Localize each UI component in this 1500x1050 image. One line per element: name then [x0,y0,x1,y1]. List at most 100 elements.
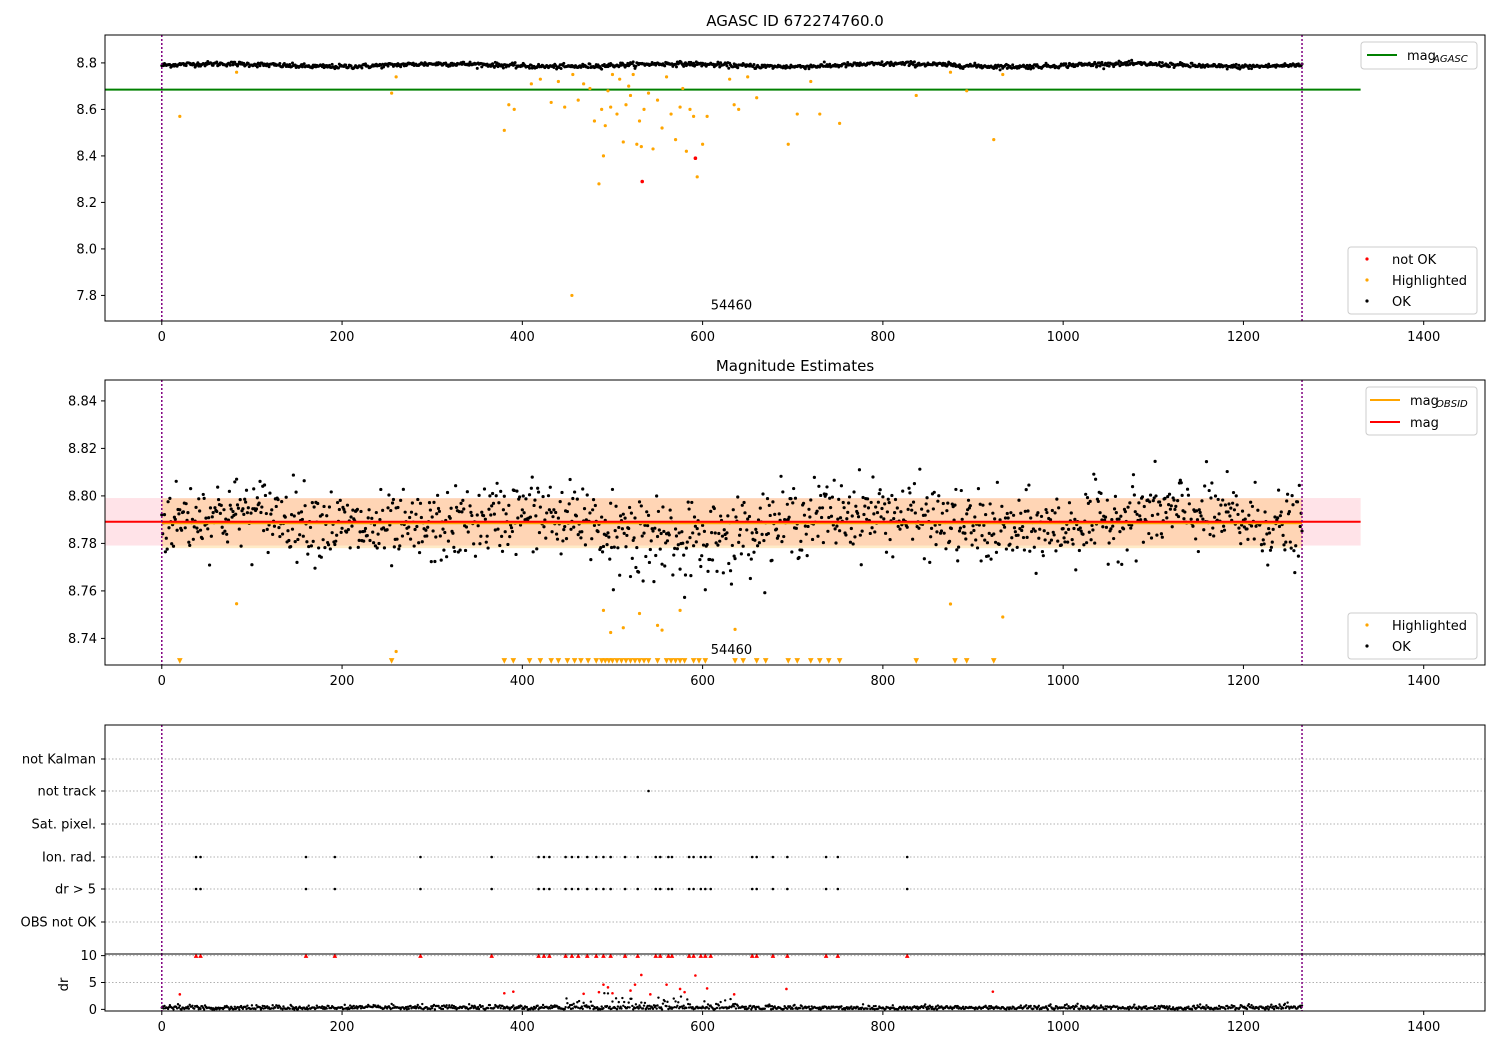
dr-point [988,1005,991,1008]
dr-point [688,1003,692,1006]
dr-point [1019,1004,1022,1007]
ok-point [492,65,496,69]
ok-point [1168,65,1172,69]
highlighted-point [621,626,625,630]
highlighted-point [914,93,918,98]
ok-point [939,529,944,533]
dr-point [355,1005,358,1008]
ok-point [872,512,876,516]
dr-point [589,1000,593,1003]
dr-high-point [611,991,614,995]
dr-point [703,1000,706,1003]
ok-point [1011,548,1015,552]
dr-point [199,1007,202,1011]
dr-point [477,1007,481,1011]
legend-marker [1365,644,1369,648]
ok-point [330,62,334,66]
ok-point [758,506,762,510]
ok-point [817,484,821,488]
ok-point [581,487,585,491]
x-tick-label: 1200 [1227,1020,1260,1035]
ok-point [1098,64,1102,68]
ok-point [631,60,635,64]
ok-point [531,550,535,554]
obsid-label: 54460 [711,643,752,658]
dr-point [1198,1005,1201,1009]
ok-point [835,524,839,528]
ok-point [815,509,819,513]
flag-point [654,855,658,859]
dr-point [281,1008,284,1011]
ok-point [397,547,401,551]
ok-point [1222,528,1227,532]
dr-point [585,1004,588,1007]
dr-point [1184,1008,1187,1011]
ok-point [201,492,205,497]
dr-point [866,1007,869,1011]
legend-label: not OK [1392,253,1437,268]
ok-point [972,528,976,533]
ok-point [799,539,803,543]
ok-point [175,528,179,532]
dr-point [1272,1007,1276,1011]
highlighted-offscale-marker [963,658,970,664]
dr-point [582,1001,585,1005]
dr-clipped-marker [332,953,338,958]
ok-point [846,510,850,514]
ok-point [842,506,846,510]
dr-point [404,1005,408,1009]
ok-point [973,515,977,519]
ok-point [1176,499,1180,503]
ok-point [687,507,691,511]
dr-clipped-marker [666,953,671,958]
dr-point [348,1007,351,1011]
ok-point [655,534,660,539]
ok-point [655,494,659,498]
ok-point [1031,527,1036,531]
dr-point [627,1001,630,1004]
ok-point [246,506,250,510]
ok-point [977,523,981,527]
ok-point [1281,533,1285,537]
ok-point [335,533,339,537]
ok-point [343,510,347,514]
dr-point [238,1008,241,1011]
ok-point [1300,529,1304,533]
ok-point [236,506,241,510]
ok-point [1128,501,1132,505]
ok-point [719,514,723,518]
ok-point [510,529,515,534]
ok-point [659,531,663,536]
ok-point [878,488,882,492]
ok-point [1029,67,1033,71]
ok-point [1103,515,1108,519]
x-tick-label: 600 [690,1020,715,1035]
ok-point [263,493,268,498]
ok-point [1011,63,1015,67]
dr-clipped-marker [575,953,581,958]
highlighted-offscale-marker [177,658,183,664]
ok-point [548,485,552,489]
dr-clipped-marker [547,953,552,958]
ok-point [818,65,822,69]
ok-point [911,500,916,504]
ok-point [225,540,230,544]
ok-point [239,544,243,548]
ok-point [674,65,678,69]
highlighted-point [688,107,692,112]
ok-point [529,486,533,490]
ok-point [806,524,810,529]
ok-point [1151,499,1155,503]
ok-point [993,517,997,521]
highlighted-point [673,138,678,142]
ok-point [551,515,555,519]
ok-point [982,523,986,527]
ok-point [1116,62,1120,66]
ok-point [749,557,753,561]
dr-point [674,1000,677,1003]
ok-point [1269,545,1273,549]
ok-point [1159,532,1164,536]
dr-point [956,1004,959,1008]
highlighted-point [655,98,660,102]
ok-point [773,512,777,517]
